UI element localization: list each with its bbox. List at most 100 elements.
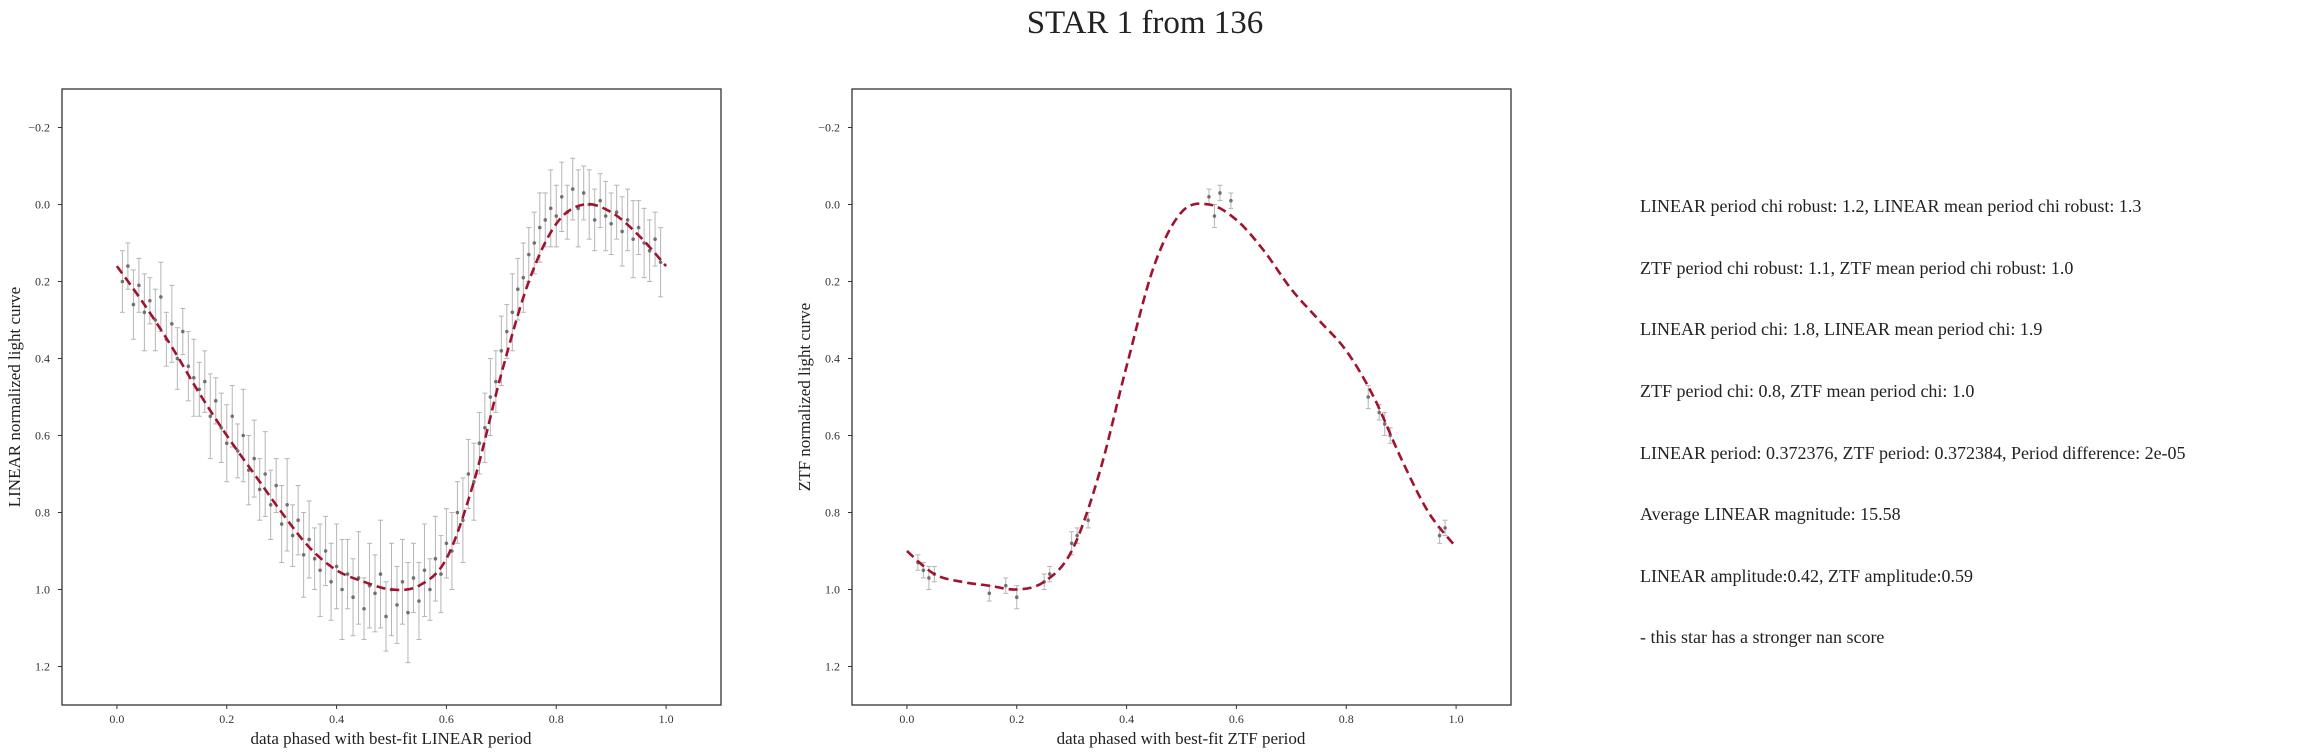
- data-point: [559, 195, 564, 199]
- data-point: [268, 503, 273, 507]
- data-point: [120, 279, 125, 284]
- x-tick-label: 0.6: [439, 712, 454, 726]
- data-point: [329, 580, 333, 584]
- data-point: [1207, 195, 1211, 199]
- data-point: [400, 580, 405, 584]
- y-axis-label: ZTF normalized light curve: [795, 303, 814, 491]
- data-point: [483, 426, 487, 430]
- data-point: [494, 379, 498, 384]
- data-point: [1075, 533, 1079, 538]
- data-point: [422, 568, 427, 573]
- best-fit-curve: [906, 202, 1458, 591]
- data-point: [334, 564, 339, 569]
- data-point: [345, 572, 350, 576]
- data-point: [224, 441, 229, 446]
- data-point: [455, 510, 460, 515]
- data-point: [181, 329, 185, 334]
- info-line-linear-chi: LINEAR period chi: 1.8, LINEAR mean peri…: [1640, 319, 2042, 339]
- data-point: [1047, 572, 1052, 576]
- data-point: [477, 441, 482, 446]
- data-point: [1212, 214, 1217, 218]
- data-point: [417, 599, 421, 603]
- data-point: [257, 487, 262, 492]
- data-point: [521, 275, 526, 280]
- data-points: [916, 191, 1447, 599]
- data-point: [927, 576, 931, 580]
- x-axis-label: data phased with best-fit ZTF period: [1057, 729, 1306, 748]
- y-tick-label: 0.8: [35, 506, 50, 520]
- data-point: [159, 295, 163, 299]
- data-point: [296, 518, 300, 522]
- data-point: [510, 310, 515, 315]
- data-point: [411, 576, 416, 580]
- data-point: [175, 356, 180, 361]
- data-point: [526, 252, 531, 257]
- data-point: [213, 399, 218, 403]
- data-point: [285, 503, 289, 507]
- info-line-average-magnitude: Average LINEAR magnitude: 15.58: [1640, 504, 1901, 524]
- data-point: [537, 225, 542, 230]
- x-ticks: 0.0 0.2 0.4 0.6 0.8 1.0: [899, 705, 1464, 726]
- data-point: [378, 572, 383, 576]
- figure-title: STAR 1 from 136: [1027, 5, 1264, 41]
- data-point: [921, 568, 926, 573]
- data-point: [1218, 191, 1222, 195]
- y-tick-label: 0.4: [35, 352, 50, 366]
- data-point: [1086, 518, 1090, 522]
- info-line-nan-score: - this star has a stronger nan score: [1640, 627, 1884, 647]
- data-point: [290, 533, 295, 538]
- x-tick-label: 0.2: [219, 712, 234, 726]
- x-tick-label: 1.0: [659, 712, 674, 726]
- x-tick-label: 0.2: [1009, 712, 1024, 726]
- data-point: [301, 553, 306, 557]
- data-point: [395, 603, 399, 607]
- data-point: [1229, 198, 1233, 203]
- data-point: [570, 187, 575, 191]
- statistics-text-block: LINEAR period chi robust: 1.2, LINEAR me…: [1640, 196, 2186, 647]
- data-point: [1382, 422, 1387, 426]
- x-tick-label: 1.0: [1449, 712, 1464, 726]
- data-point: [362, 606, 366, 611]
- data-point: [318, 568, 322, 573]
- data-point: [444, 541, 449, 546]
- data-point: [1003, 583, 1008, 588]
- y-tick-label: 1.0: [825, 583, 840, 597]
- plot-frame: [851, 88, 1512, 706]
- y-tick-label: 0.0: [825, 198, 840, 212]
- data-point: [472, 479, 476, 484]
- y-tick-label: 0.8: [825, 506, 840, 520]
- data-point: [466, 472, 471, 476]
- data-point: [153, 318, 158, 322]
- data-point: [340, 587, 344, 592]
- data-point: [274, 483, 278, 488]
- data-point: [148, 298, 152, 303]
- linear-light-curve-panel: 0.0 0.2 0.4 0.6 0.8 1.0 −0.2 0.0 0.2 0.4 0.6 0.8 1.…: [5, 88, 722, 748]
- y-ticks: −0.2 0.0 0.2 0.4 0.6 0.8 1.0 1.2: [28, 121, 62, 674]
- data-point: [323, 549, 328, 553]
- data-point: [1014, 595, 1019, 599]
- data-point: [548, 206, 553, 211]
- data-point: [131, 302, 136, 307]
- data-point: [208, 414, 213, 419]
- data-point: [598, 198, 602, 203]
- info-line-ztf-chi-robust: ZTF period chi robust: 1.1, ZTF mean per…: [1640, 258, 2073, 278]
- y-tick-label: 0.2: [35, 275, 50, 289]
- x-tick-label: 0.4: [1119, 712, 1134, 726]
- data-point: [1069, 541, 1074, 546]
- ztf-light-curve-panel: 0.0 0.2 0.4 0.6 0.8 1.0 −0.2 0.0 0.2 0.4 0.6 0.8 1.…: [795, 88, 1512, 748]
- x-axis-label: data phased with best-fit LINEAR period: [251, 729, 532, 748]
- data-point: [1437, 533, 1442, 538]
- data-point: [428, 587, 432, 592]
- data-point: [987, 591, 992, 596]
- x-ticks: 0.0 0.2 0.4 0.6 0.8 1.0: [109, 705, 674, 726]
- data-point: [186, 364, 191, 369]
- info-line-ztf-chi: ZTF period chi: 0.8, ZTF mean period chi…: [1640, 381, 1974, 401]
- y-ticks: −0.2 0.0 0.2 0.4 0.6 0.8 1.0 1.2: [818, 121, 852, 674]
- y-tick-label: 1.0: [35, 583, 50, 597]
- data-point: [126, 264, 130, 268]
- y-tick-label: 0.2: [825, 275, 840, 289]
- data-point: [532, 241, 537, 245]
- y-tick-label: 0.6: [35, 429, 50, 443]
- y-tick-label: −0.2: [818, 121, 840, 135]
- data-point: [279, 522, 284, 526]
